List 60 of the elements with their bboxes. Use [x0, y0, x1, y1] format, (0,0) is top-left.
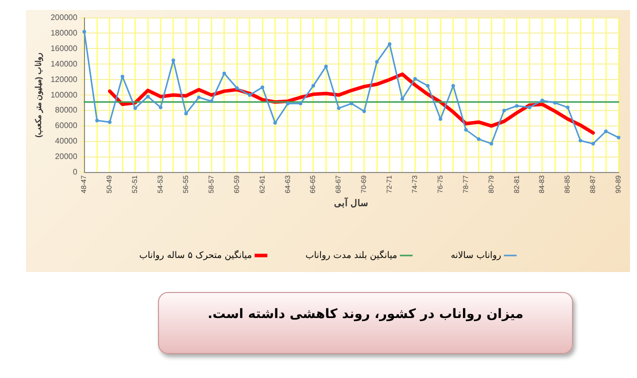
- point: [311, 84, 316, 88]
- y-tick-label: 200000: [50, 13, 78, 22]
- y-tick-label: 180000: [50, 28, 78, 38]
- y-tick-label: 120000: [50, 74, 78, 84]
- point: [476, 137, 480, 141]
- legend-label: میانگین متحرک ۵ ساله رواناب: [139, 248, 252, 261]
- point: [400, 97, 404, 101]
- point: [184, 112, 188, 116]
- legend-label: رواناب سالانه: [450, 250, 502, 261]
- y-tick-label: 80000: [55, 106, 78, 115]
- y-tick-label: 40000: [55, 136, 78, 146]
- legend-label: میانگین بلند مدت رواناب: [305, 248, 398, 261]
- point: [451, 84, 456, 88]
- point: [502, 108, 506, 112]
- point: [286, 102, 290, 106]
- point: [362, 109, 366, 114]
- point: [413, 77, 417, 81]
- y-tick-label: 0: [72, 168, 78, 176]
- point: [82, 30, 86, 34]
- point: [490, 142, 494, 146]
- point: [133, 106, 137, 110]
- point: [108, 120, 112, 124]
- y-axis-title: رواناب (میلیون متر مکعب): [34, 52, 44, 138]
- point: [158, 106, 162, 110]
- point: [120, 74, 124, 78]
- point: [426, 84, 430, 88]
- y-tick-label: 20000: [55, 152, 78, 162]
- point: [540, 98, 544, 102]
- point: [222, 72, 226, 76]
- point: [591, 142, 595, 146]
- point: [336, 106, 341, 110]
- y-tick-label: 160000: [50, 44, 78, 53]
- point: [146, 94, 150, 98]
- point: [604, 130, 608, 134]
- y-tick-label: 100000: [50, 90, 78, 100]
- point: [172, 58, 176, 62]
- x-axis-title: سال آبی: [334, 197, 369, 208]
- point: [375, 60, 379, 64]
- point: [210, 99, 214, 104]
- point: [578, 138, 582, 142]
- text: میزان رواناب در کشور، روند کاهشی داشته است.: [158, 292, 573, 354]
- point: [616, 136, 620, 140]
- point: [553, 100, 557, 105]
- point: [464, 128, 468, 132]
- point: [273, 121, 277, 125]
- point: [95, 118, 99, 122]
- point: [260, 86, 264, 90]
- point: [248, 93, 252, 97]
- point: [235, 86, 239, 90]
- point: [298, 102, 302, 106]
- point: [388, 42, 392, 46]
- point: [438, 117, 442, 121]
- point: [528, 106, 532, 110]
- point: [566, 106, 570, 110]
- point: [196, 96, 201, 100]
- y-tick-label: 140000: [50, 59, 78, 68]
- point: [350, 102, 354, 106]
- point: [515, 104, 519, 108]
- point: [324, 64, 328, 68]
- y-tick-label: 60000: [55, 121, 78, 130]
